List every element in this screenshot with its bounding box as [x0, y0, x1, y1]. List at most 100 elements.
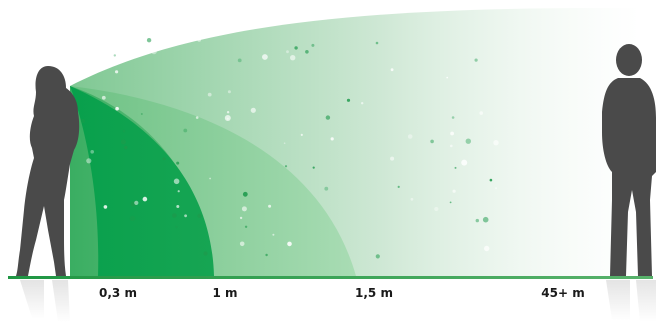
particle-dot — [284, 165, 288, 168]
particle-dot — [450, 131, 454, 136]
particle-dot — [195, 116, 199, 119]
particle-dot — [227, 90, 231, 94]
particle-dot — [268, 204, 272, 208]
particle-dot — [113, 54, 117, 57]
particle-dot — [330, 137, 334, 141]
particle-dot — [272, 233, 275, 236]
particle-dot — [239, 216, 243, 220]
particle-dot — [239, 241, 245, 247]
particle-dot — [86, 158, 92, 164]
particle-dot — [103, 205, 108, 209]
particle-dot — [283, 142, 286, 144]
particle-dot — [311, 43, 315, 47]
particle-dot — [479, 111, 484, 115]
particle-dot — [172, 213, 177, 218]
particle-dot — [237, 58, 242, 63]
particle-dot — [287, 241, 292, 247]
particle-dot — [305, 50, 309, 54]
particle-dot — [120, 139, 126, 145]
particle-dot — [151, 48, 157, 55]
particle-dot — [410, 197, 414, 201]
particle-dot — [434, 206, 439, 212]
particle-dot — [162, 157, 166, 161]
particle-dot — [450, 144, 453, 148]
particle-dot — [142, 196, 148, 202]
zone-intimate — [70, 86, 214, 276]
particle-dot — [294, 46, 298, 50]
particle-dot — [209, 177, 212, 180]
particle-dot — [224, 115, 231, 121]
particle-dots — [80, 38, 499, 259]
particle-dot — [122, 129, 126, 133]
particle-dot — [184, 214, 188, 218]
particle-dot — [173, 178, 180, 185]
particle-dot — [390, 68, 394, 72]
particle-dot — [346, 98, 351, 102]
particle-dot — [465, 138, 471, 144]
distance-label-1m: 1 m — [212, 286, 238, 300]
particle-dot — [262, 54, 268, 60]
distance-label-0-3m: 0,3 m — [99, 286, 137, 300]
woman-silhouette-icon — [16, 66, 80, 276]
particle-dot — [146, 38, 152, 43]
distance-label-45m: 45+ m — [541, 286, 585, 300]
particle-dot — [324, 186, 329, 191]
particle-dot — [177, 190, 180, 193]
particle-dot — [300, 133, 303, 136]
particle-dot — [475, 218, 479, 223]
particle-dot — [134, 200, 139, 205]
particle-dot — [493, 140, 499, 146]
particle-dot — [115, 106, 119, 111]
particle-dot — [101, 95, 106, 100]
particle-dot — [446, 76, 449, 79]
particle-dot — [244, 225, 248, 228]
ground-line — [8, 276, 653, 279]
particle-dot — [375, 41, 379, 45]
particle-dot — [226, 111, 230, 114]
man-silhouette-icon — [602, 44, 656, 276]
particle-dot — [454, 166, 457, 169]
particle-dot — [361, 102, 364, 105]
particle-dot — [176, 161, 180, 165]
particle-dot — [183, 128, 188, 133]
particle-dot — [325, 115, 331, 120]
particle-dot — [197, 213, 202, 218]
particle-dot — [176, 205, 180, 208]
distance-label-1-5m: 1,5 m — [355, 286, 393, 300]
particle-dot — [207, 92, 212, 97]
particle-dot — [286, 50, 289, 54]
floor-reflection — [20, 280, 656, 322]
particle-dot — [242, 191, 248, 197]
particle-dot — [129, 215, 136, 222]
particle-dot — [90, 150, 94, 154]
particle-dot — [124, 145, 128, 150]
particle-dot — [203, 251, 208, 256]
particle-dot — [265, 253, 268, 257]
particle-dot — [430, 139, 434, 144]
particle-dot — [397, 185, 400, 188]
particle-dot — [407, 134, 413, 139]
particle-dot — [452, 189, 456, 193]
particle-dot — [115, 70, 119, 74]
particle-dot — [197, 38, 201, 42]
particle-dot — [312, 166, 315, 169]
particle-dot — [290, 55, 296, 61]
particle-dot — [474, 58, 478, 62]
particle-dot — [140, 113, 143, 115]
particle-dot — [494, 187, 498, 190]
particle-dot — [116, 49, 120, 53]
particle-dot — [484, 245, 490, 252]
particle-dot — [449, 201, 452, 204]
particle-dot — [250, 107, 256, 113]
particle-dot — [451, 116, 455, 119]
particle-dot — [482, 216, 489, 223]
particle-dot — [375, 254, 380, 259]
particle-dot — [241, 206, 247, 212]
particle-dot — [390, 156, 395, 161]
particle-dot — [80, 118, 85, 124]
particle-dot — [489, 178, 493, 182]
particle-dot — [175, 225, 178, 229]
particle-dot — [461, 159, 468, 166]
